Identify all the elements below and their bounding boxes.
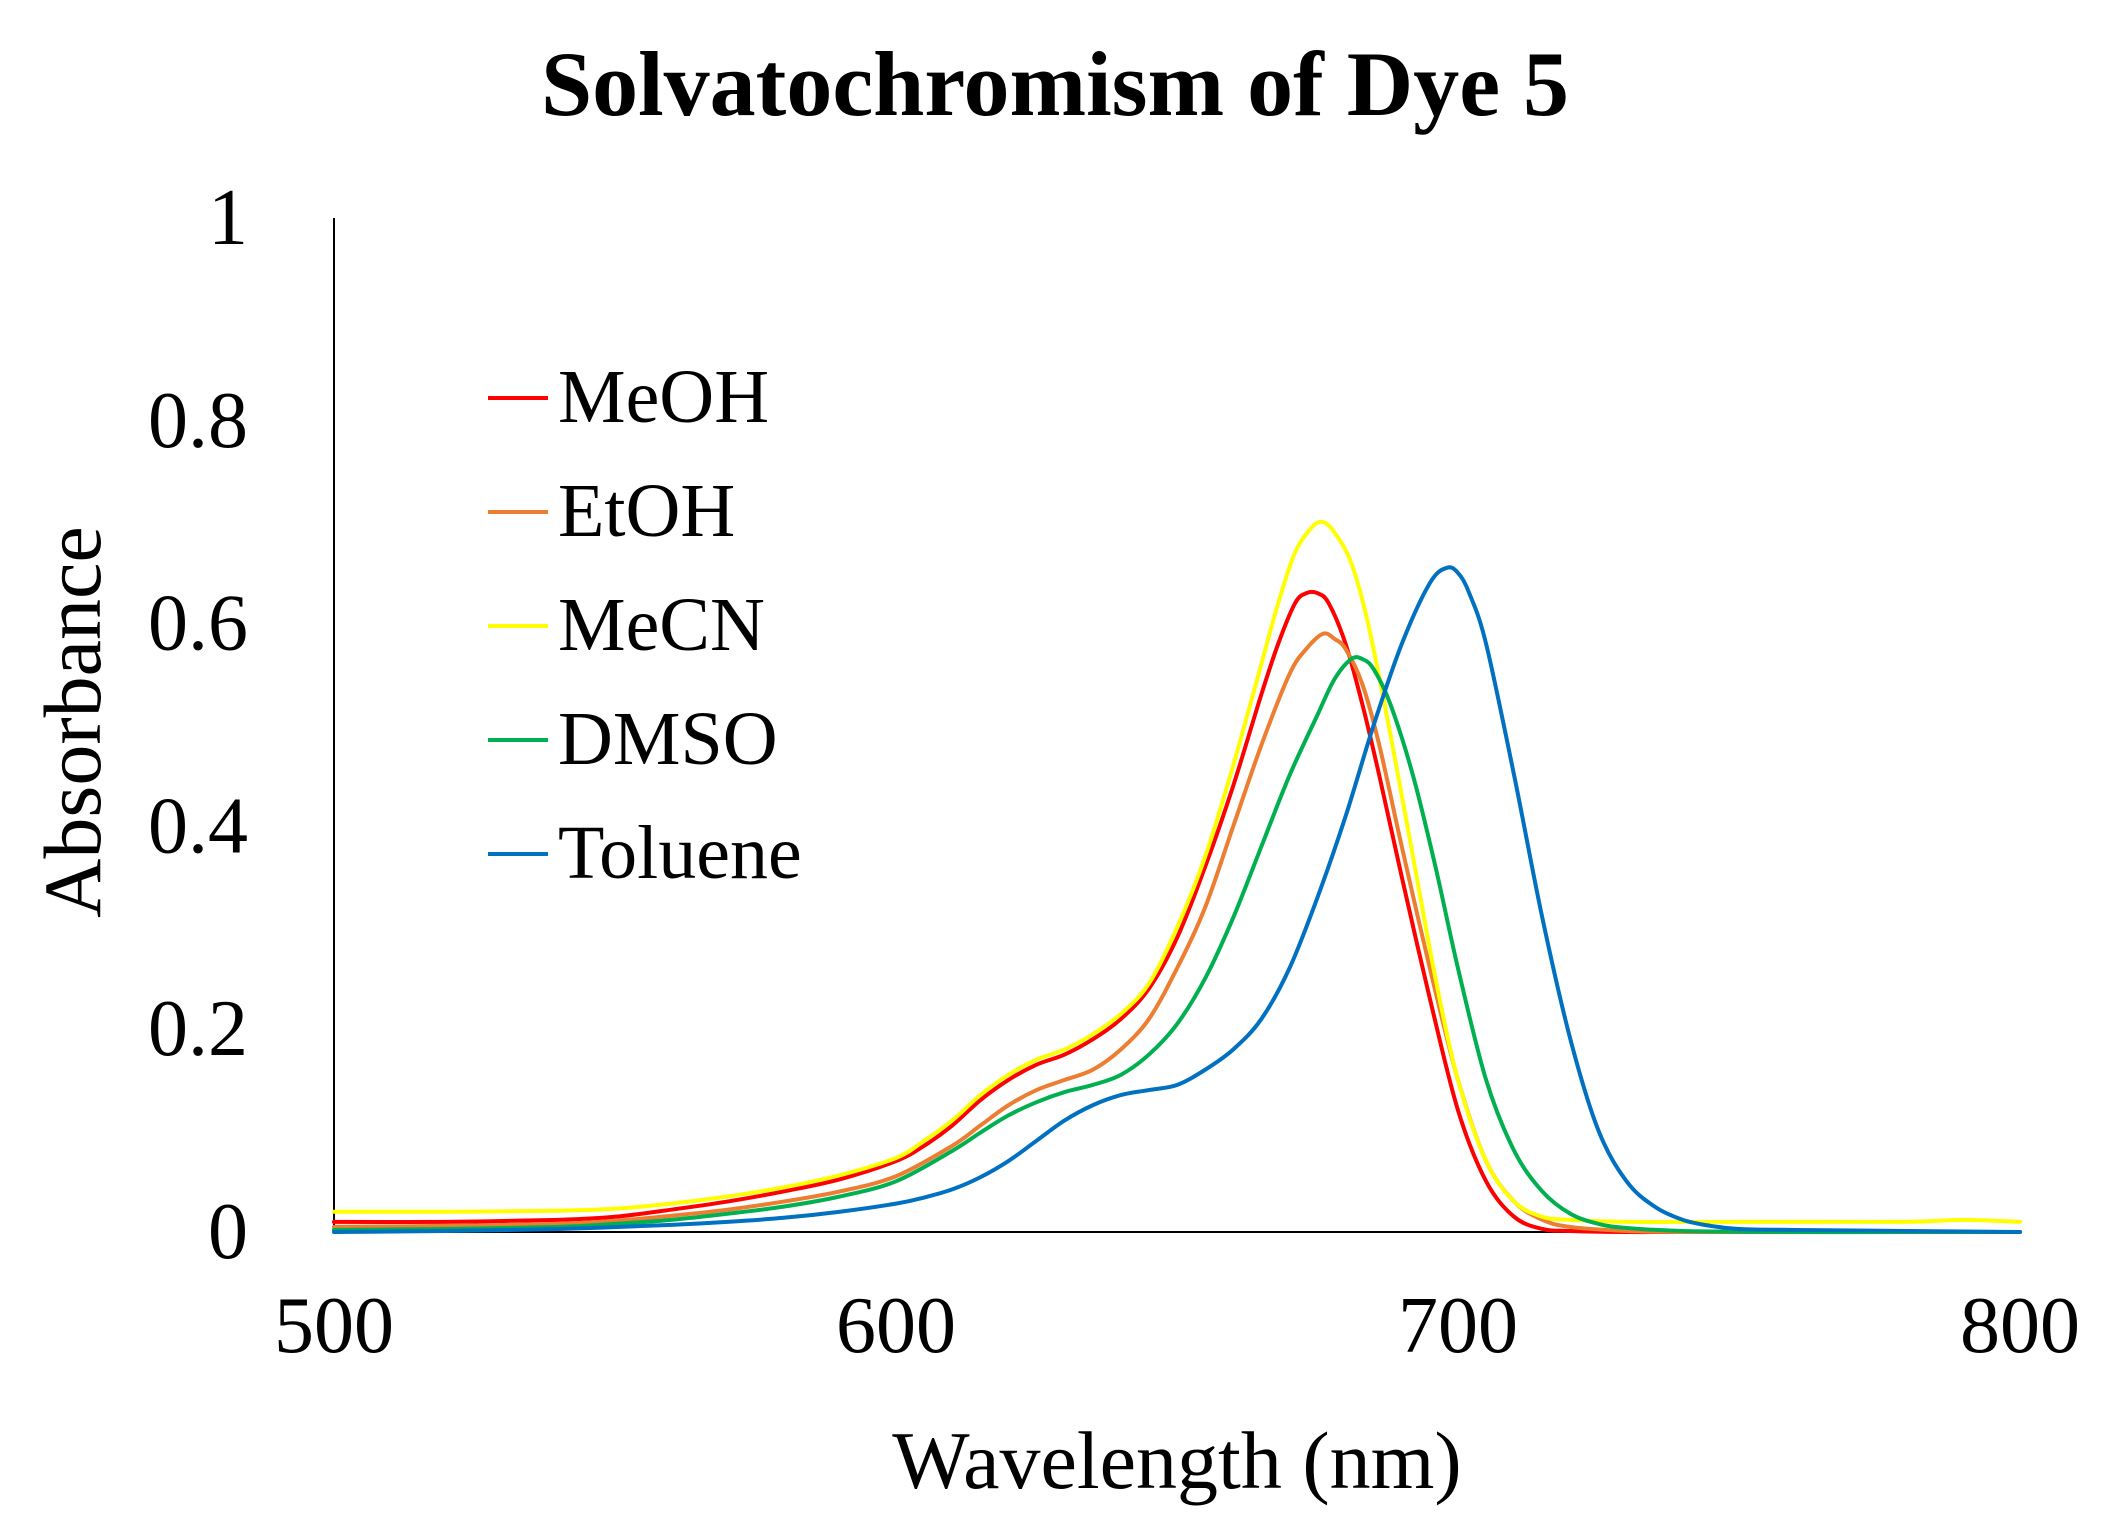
legend-label-dmso: DMSO xyxy=(558,697,778,781)
y-tick-labels: 0 0.2 0.4 0.6 0.8 1 xyxy=(148,174,248,1276)
y-tick-label-0-6: 0.6 xyxy=(148,580,248,668)
series-line-dmso xyxy=(332,655,2022,1235)
legend: MeOH EtOH MeCN DMSO Toluene xyxy=(488,355,802,895)
x-tick-label-800: 800 xyxy=(1960,1282,2080,1370)
legend-label-toluene: Toluene xyxy=(558,811,802,895)
series-layer xyxy=(332,519,2022,1235)
x-axis-label: Wavelength (nm) xyxy=(892,1415,1461,1506)
series-line-toluene xyxy=(332,565,2022,1234)
y-tick-label-0-8: 0.8 xyxy=(148,377,248,465)
y-tick-label-1: 1 xyxy=(208,174,248,262)
y-axis-label: Absorbance xyxy=(27,526,118,918)
y-tick-label-0-4: 0.4 xyxy=(148,782,248,870)
legend-item-toluene: Toluene xyxy=(488,811,802,895)
series-line-meoh xyxy=(332,589,2022,1235)
x-tick-label-500: 500 xyxy=(274,1282,394,1370)
series-line-mecn xyxy=(332,519,2022,1225)
legend-item-mecn: MeCN xyxy=(488,583,765,667)
legend-item-dmso: DMSO xyxy=(488,697,778,781)
y-tick-label-0: 0 xyxy=(208,1188,248,1276)
legend-label-etoh: EtOH xyxy=(558,469,735,553)
legend-label-mecn: MeCN xyxy=(558,583,765,667)
legend-item-meoh: MeOH xyxy=(488,355,769,439)
chart-title: Solvatochromism of Dye 5 xyxy=(541,33,1569,135)
x-tick-label-600: 600 xyxy=(836,1282,956,1370)
x-tick-labels: 500 600 700 800 xyxy=(274,1282,2080,1370)
x-tick-label-700: 700 xyxy=(1398,1282,1518,1370)
legend-item-etoh: EtOH xyxy=(488,469,735,553)
y-tick-label-0-2: 0.2 xyxy=(148,985,248,1073)
series-line-etoh xyxy=(332,631,2022,1235)
legend-label-meoh: MeOH xyxy=(558,355,769,439)
